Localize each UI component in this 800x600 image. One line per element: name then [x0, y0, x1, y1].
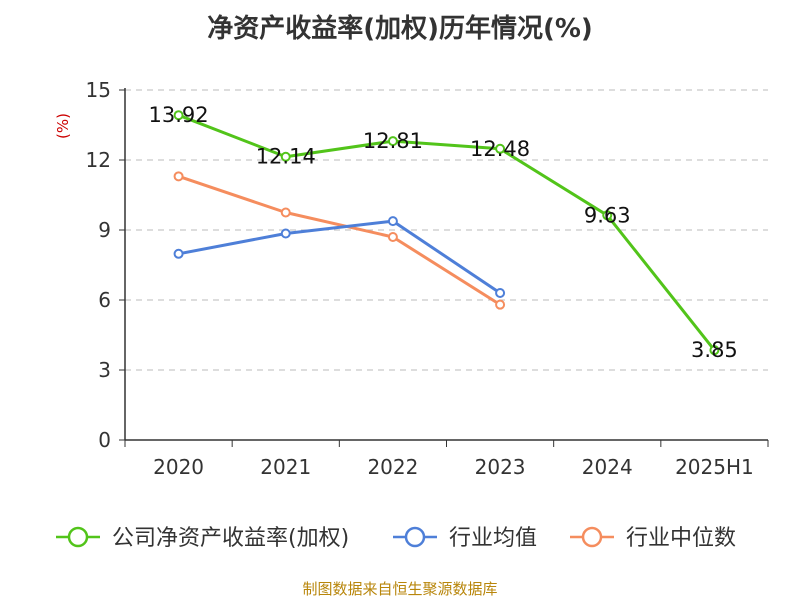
x-tick-label: 2020 [153, 455, 204, 479]
legend-item[interactable]: 行业均值 [393, 526, 537, 551]
data-point [280, 228, 291, 239]
data-label: 9.63 [584, 203, 631, 227]
legend[interactable]: 公司净资产收益率(加权) 行业均值 行业中位数 [56, 526, 736, 551]
x-tick-label: 2025H1 [675, 455, 754, 479]
data-point [495, 299, 506, 310]
axes: 0 3 6 9 12 15 2020 2021 2022 2023 2024 2025H1 [86, 78, 769, 479]
legend-item[interactable]: 公司净资产收益率(加权) [56, 526, 349, 551]
data-point [173, 110, 184, 121]
y-tick-label: 3 [98, 358, 111, 382]
data-point [495, 288, 506, 298]
data-label: 13.92 [149, 103, 209, 127]
legend-marker-icon [404, 526, 426, 548]
data-point [602, 210, 613, 221]
legend-marker-icon [581, 526, 603, 548]
grid-lines [125, 89, 768, 371]
series-line [178, 113, 716, 352]
legend-marker-icon [67, 526, 89, 548]
data-point [173, 248, 184, 259]
series-line [178, 219, 501, 295]
data-label: 12.48 [470, 137, 530, 161]
y-axis-label: (%) [54, 113, 72, 139]
y-tick-label: 9 [98, 218, 111, 242]
data-point [387, 232, 398, 242]
data-label: 12.81 [363, 129, 423, 153]
data-point [709, 345, 720, 356]
data-point [387, 216, 398, 227]
legend-label: 公司净资产收益率(加权) [112, 526, 349, 551]
data-point [280, 151, 291, 162]
x-tick-label: 2021 [260, 455, 311, 479]
data-label: 12.14 [256, 145, 316, 169]
legend-label: 行业均值 [449, 526, 537, 551]
series-lines [173, 110, 720, 356]
data-labels: 13.92 12.14 12.81 12.48 9.63 3.85 [149, 103, 738, 362]
legend-item[interactable]: 行业中位数 [570, 526, 736, 551]
x-tick-label: 2022 [367, 455, 418, 479]
x-tick-label: 2023 [475, 455, 526, 479]
series-line [178, 174, 501, 306]
data-point [495, 143, 506, 154]
legend-label: 行业中位数 [626, 526, 736, 551]
data-point [173, 171, 184, 182]
data-label: 3.85 [691, 338, 738, 362]
chart-title: 净资产收益率(加权)历年情况(%) [207, 14, 593, 44]
y-tick-label: 12 [86, 148, 111, 172]
y-tick-label: 6 [98, 288, 111, 312]
source-note: 制图数据来自恒生聚源数据库 [302, 580, 498, 598]
y-tick-label: 0 [98, 428, 111, 452]
x-tick-label: 2024 [582, 455, 633, 479]
data-point [387, 136, 398, 147]
data-point [280, 207, 291, 218]
y-tick-label: 15 [86, 78, 111, 102]
